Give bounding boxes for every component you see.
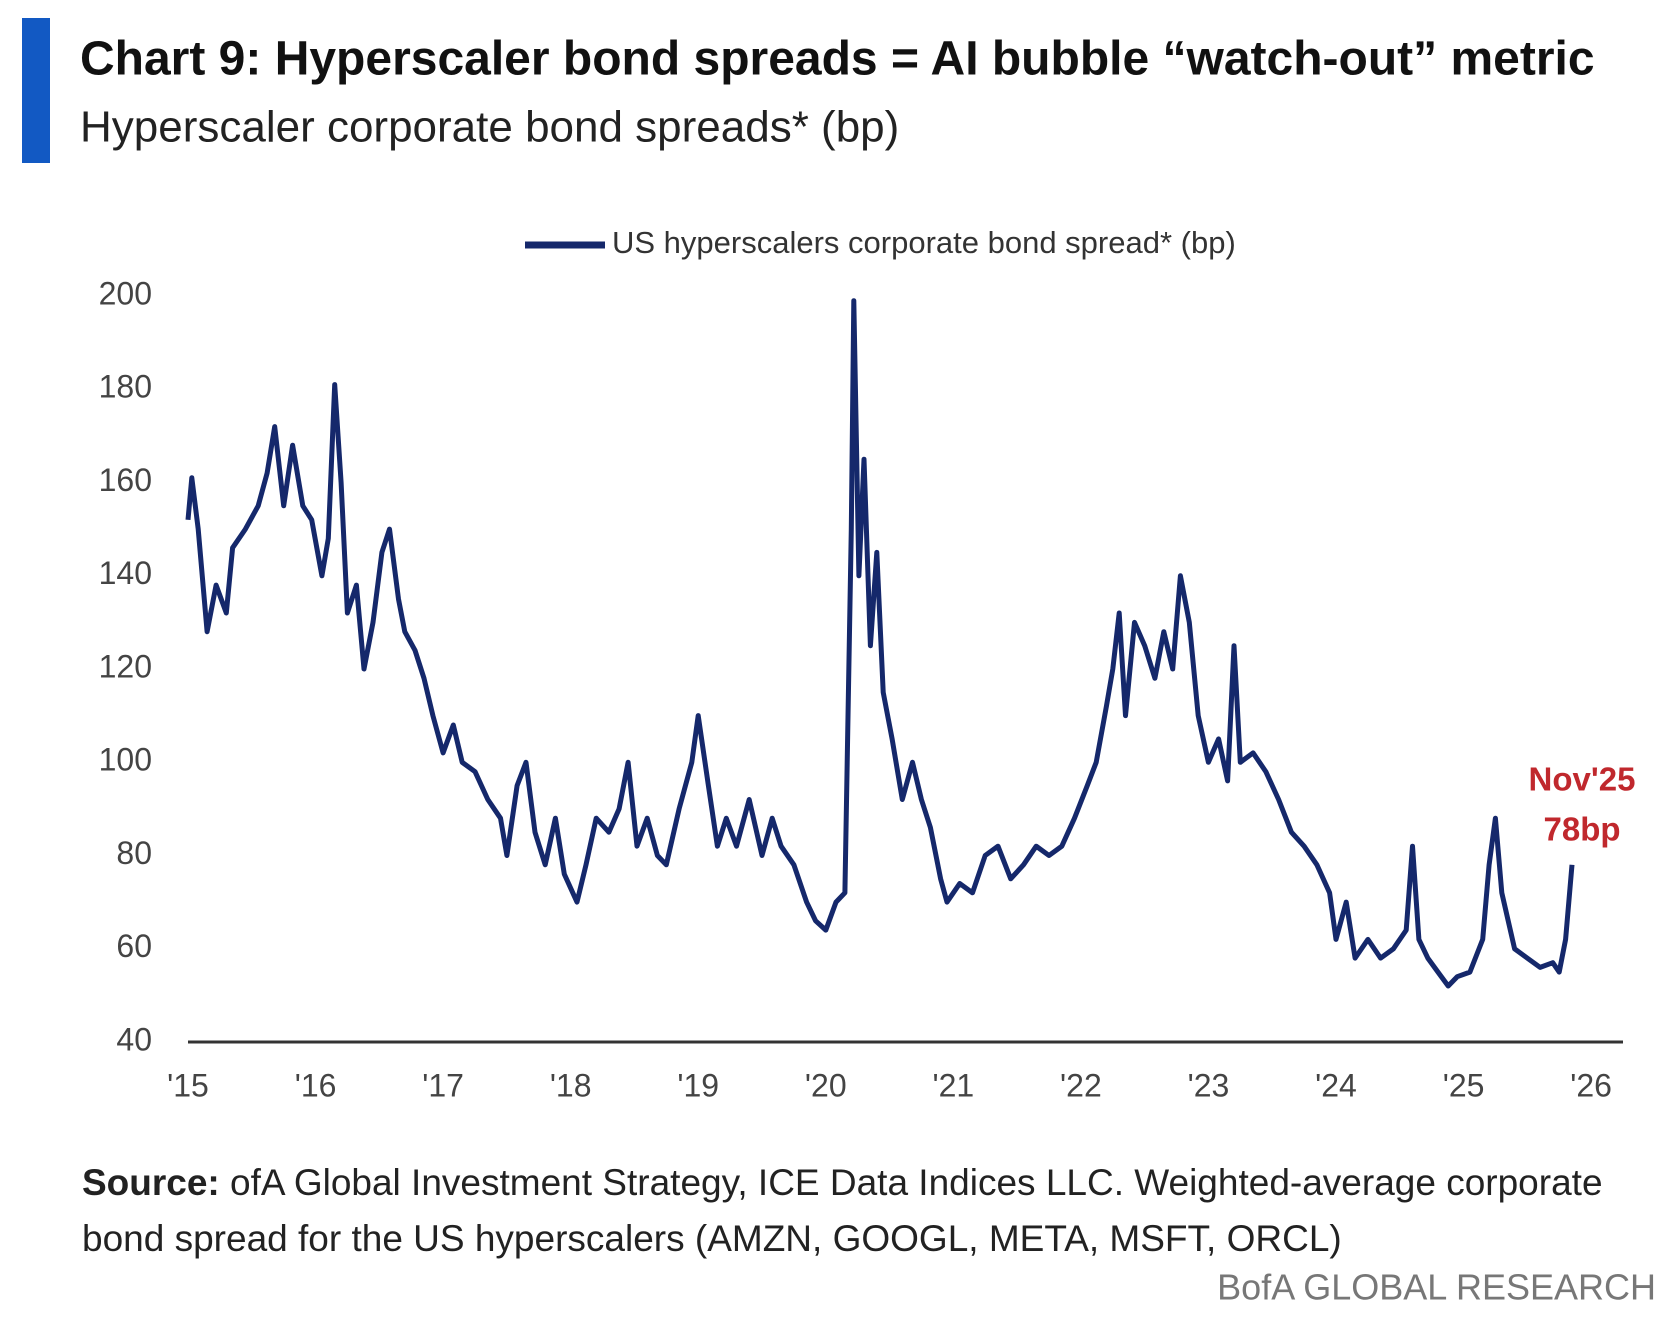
y-tick-label: 160: [99, 462, 152, 498]
source-note: Source: ofA Global Investment Strategy, …: [82, 1155, 1642, 1267]
y-tick-label: 180: [99, 369, 152, 405]
accent-bar: [22, 18, 50, 163]
annotation: Nov'25: [1529, 761, 1636, 798]
x-tick-label: '21: [932, 1067, 974, 1103]
y-tick-label: 200: [99, 275, 152, 311]
chart-subtitle: Hyperscaler corporate bond spreads* (bp): [80, 103, 899, 152]
data-line: [185, 298, 1575, 989]
x-tick-label: '24: [1315, 1067, 1357, 1103]
y-tick-label: 40: [116, 1021, 152, 1057]
x-tick-label: '19: [677, 1067, 719, 1103]
x-tick-label: '25: [1443, 1067, 1485, 1103]
chart-title: Chart 9: Hyperscaler bond spreads = AI b…: [80, 33, 1595, 86]
y-tick-label: 120: [99, 648, 152, 684]
branding: BofA GLOBAL RESEARCH: [1217, 1267, 1656, 1308]
annotation: 78bp: [1543, 811, 1620, 848]
legend-label: US hyperscalers corporate bond spread* (…: [612, 225, 1236, 260]
x-tick-label: '22: [1060, 1067, 1102, 1103]
y-tick-label: 60: [116, 928, 152, 964]
x-tick-label: '23: [1188, 1067, 1230, 1103]
x-tick-label: '16: [295, 1067, 337, 1103]
source-label: Source:: [82, 1162, 220, 1203]
y-tick-label: 100: [99, 742, 152, 778]
x-tick-label: '26: [1570, 1067, 1612, 1103]
x-tick-label: '20: [805, 1067, 847, 1103]
y-tick-label: 80: [116, 835, 152, 871]
x-tick-label: '18: [550, 1067, 592, 1103]
x-tick-label: '17: [422, 1067, 464, 1103]
y-tick-label: 140: [99, 555, 152, 591]
source-text: ofA Global Investment Strategy, ICE Data…: [82, 1162, 1603, 1259]
x-tick-label: '15: [167, 1067, 209, 1103]
